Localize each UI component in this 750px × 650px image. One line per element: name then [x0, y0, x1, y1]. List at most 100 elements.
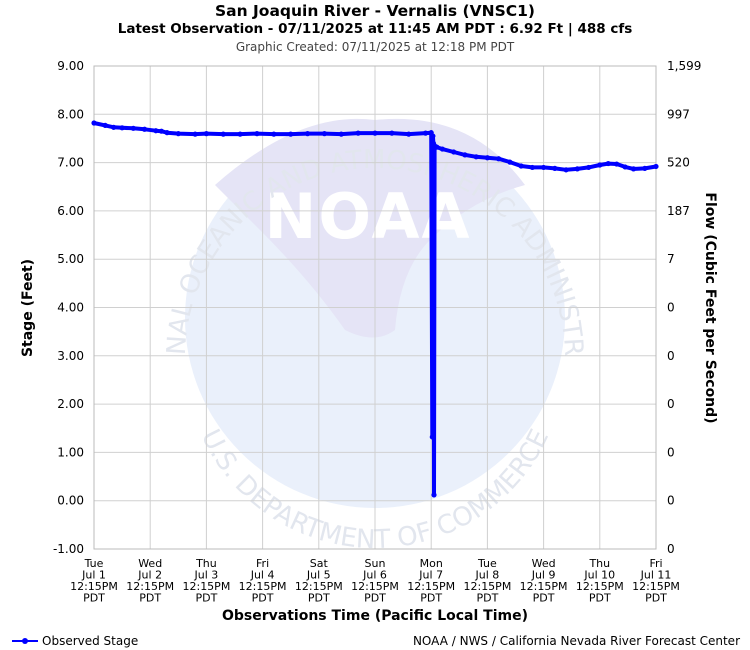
data-point	[431, 492, 437, 498]
y-tick-label: 7.00	[57, 156, 84, 170]
data-point	[372, 130, 378, 136]
x-tick-label: Thu Jul 10 12:15PM PDT	[576, 557, 624, 605]
data-point	[130, 125, 136, 131]
y-tick-label: -1.00	[53, 542, 84, 556]
data-point	[462, 152, 468, 158]
graphic-created: Graphic Created: 07/11/2025 at 12:18 PM …	[235, 40, 515, 54]
plot-frame	[93, 65, 657, 550]
credit-text: NOAA / NWS / California Nevada River For…	[412, 634, 740, 648]
y-tick-label: 4.00	[57, 301, 84, 315]
chart-title: San Joaquin River - Vernalis (VNSC1)	[214, 2, 536, 20]
y2-tick-label: 0	[667, 301, 675, 315]
y-tick-label: 2.00	[57, 397, 84, 411]
data-point	[203, 131, 209, 137]
y-tick-label: 6.00	[57, 204, 84, 218]
legend: Observed Stage	[12, 634, 138, 648]
watermark-bird-shape	[215, 118, 525, 338]
data-point	[429, 434, 435, 440]
data-point	[91, 120, 97, 126]
data-point	[321, 131, 328, 137]
legend-line-marker	[12, 638, 38, 644]
data-point	[473, 154, 479, 160]
x-tick-label: Wed Jul 2 12:15PM PDT	[126, 557, 174, 605]
observed-stage-series	[91, 120, 659, 498]
stage-chart: NOAA NATIONAL OCEANIC AND ATMOSPHERIC AD…	[0, 0, 718, 624]
data-point	[642, 165, 648, 171]
data-point	[271, 131, 277, 137]
data-point	[288, 131, 294, 137]
data-point	[574, 166, 580, 172]
data-point	[119, 125, 125, 131]
y2-axis-ticks: 0 0 0 0 0 0 7 187 520 997 1,599	[667, 59, 701, 556]
x-tick-label: Sun Jul 6 12:15PM PDT	[351, 557, 399, 605]
x-tick-label: Fri Jul 4 12:15PM PDT	[239, 557, 287, 605]
y-tick-label: 0.00	[57, 494, 84, 508]
data-point	[304, 131, 311, 137]
data-point	[653, 163, 659, 170]
data-point	[254, 131, 260, 137]
data-point	[614, 161, 620, 167]
data-point	[451, 149, 457, 155]
data-point	[496, 156, 502, 162]
y-axis-label: Stage (Feet)	[20, 259, 36, 357]
data-point	[389, 130, 395, 136]
x-axis-label: Observations Time (Pacific Local Time)	[222, 608, 528, 624]
x-tick-label: Tue Jul 8 12:15PM PDT	[463, 557, 511, 605]
y2-axis-label: Flow (Cubic Feet per Second)	[702, 192, 718, 423]
y2-tick-label: 0	[667, 494, 675, 508]
y2-tick-label: 0	[667, 349, 675, 363]
data-point	[192, 131, 198, 137]
noaa-watermark: NOAA NATIONAL OCEANIC AND ATMOSPHERIC AD…	[0, 0, 588, 555]
data-point	[422, 130, 429, 136]
data-point	[141, 126, 148, 132]
data-point	[158, 128, 165, 134]
data-point	[622, 164, 628, 170]
data-point	[529, 164, 535, 171]
y2-tick-label: 0	[667, 445, 675, 459]
data-point	[541, 164, 547, 171]
y2-tick-label: 520	[667, 156, 690, 170]
x-tick-label: Sat Jul 5 12:15PM PDT	[295, 557, 343, 605]
data-point	[355, 130, 361, 136]
data-point	[111, 124, 117, 130]
y-tick-label: 8.00	[57, 107, 84, 121]
y2-tick-label: 997	[667, 107, 690, 121]
data-point	[164, 130, 170, 136]
data-point	[220, 131, 226, 137]
y2-tick-label: 7	[667, 252, 675, 266]
x-tick-label: Wed Jul 9 12:15PM PDT	[520, 557, 568, 605]
data-point	[484, 155, 490, 161]
latest-observation: Latest Observation - 07/11/2025 at 11:45…	[117, 21, 633, 37]
y-tick-label: 1.00	[57, 445, 84, 459]
grid	[93, 65, 657, 550]
data-point	[507, 159, 513, 165]
data-point	[434, 144, 440, 150]
y-axis-ticks: -1.00 0.00 1.00 2.00 3.00 4.00 5.00 6.00 7.00 8.0…	[53, 59, 84, 556]
data-point	[518, 163, 524, 169]
y2-tick-label: 0	[667, 397, 675, 411]
x-tick-label: Fri Jul 11 12:15PM PDT	[632, 557, 680, 605]
data-point	[102, 122, 108, 129]
y-tick-label: 9.00	[57, 59, 84, 73]
data-point	[338, 131, 344, 137]
y2-tick-label: 1,599	[667, 59, 701, 73]
y2-tick-label: 187	[667, 204, 690, 218]
legend-label: Observed Stage	[42, 634, 139, 648]
y-tick-label: 5.00	[57, 252, 84, 266]
data-point	[406, 131, 412, 137]
data-point	[605, 160, 611, 167]
data-point	[237, 131, 243, 137]
data-point	[175, 131, 181, 137]
data-point	[552, 165, 558, 171]
data-point	[630, 166, 637, 172]
x-tick-label: Mon Jul 7 12:15PM PDT	[407, 557, 455, 605]
x-tick-label: Thu Jul 3 12:15PM PDT	[182, 557, 230, 605]
data-point	[153, 128, 159, 134]
y2-tick-label: 0	[667, 542, 675, 556]
y-tick-label: 3.00	[57, 349, 84, 363]
x-tick-label: Tue Jul 1 12:15PM PDT	[70, 557, 118, 605]
data-point	[597, 162, 603, 168]
data-point	[563, 167, 569, 173]
data-point	[430, 133, 436, 139]
